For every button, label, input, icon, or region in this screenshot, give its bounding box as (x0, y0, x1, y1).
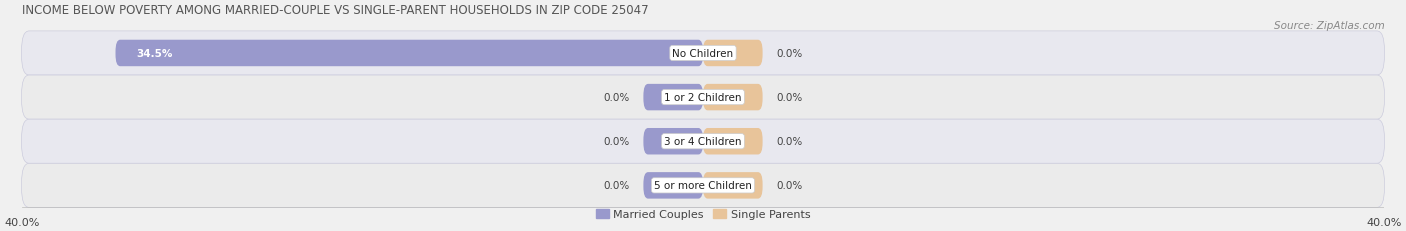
FancyBboxPatch shape (21, 120, 1385, 164)
FancyBboxPatch shape (644, 85, 703, 111)
FancyBboxPatch shape (703, 41, 762, 67)
Text: No Children: No Children (672, 49, 734, 59)
Legend: Married Couples, Single Parents: Married Couples, Single Parents (592, 204, 814, 224)
Text: 0.0%: 0.0% (776, 49, 803, 59)
Text: 5 or more Children: 5 or more Children (654, 181, 752, 191)
Text: 0.0%: 0.0% (776, 137, 803, 147)
FancyBboxPatch shape (21, 32, 1385, 76)
FancyBboxPatch shape (703, 85, 762, 111)
Text: 3 or 4 Children: 3 or 4 Children (664, 137, 742, 147)
FancyBboxPatch shape (115, 41, 703, 67)
Text: 0.0%: 0.0% (776, 181, 803, 191)
Text: 1 or 2 Children: 1 or 2 Children (664, 93, 742, 103)
FancyBboxPatch shape (703, 172, 762, 199)
FancyBboxPatch shape (644, 172, 703, 199)
FancyBboxPatch shape (21, 164, 1385, 207)
FancyBboxPatch shape (703, 128, 762, 155)
Text: 0.0%: 0.0% (776, 93, 803, 103)
Text: Source: ZipAtlas.com: Source: ZipAtlas.com (1274, 21, 1385, 31)
Text: INCOME BELOW POVERTY AMONG MARRIED-COUPLE VS SINGLE-PARENT HOUSEHOLDS IN ZIP COD: INCOME BELOW POVERTY AMONG MARRIED-COUPL… (22, 4, 648, 17)
FancyBboxPatch shape (644, 128, 703, 155)
Text: 0.0%: 0.0% (603, 93, 630, 103)
FancyBboxPatch shape (21, 76, 1385, 120)
Text: 0.0%: 0.0% (603, 181, 630, 191)
Text: 0.0%: 0.0% (603, 137, 630, 147)
Text: 34.5%: 34.5% (136, 49, 173, 59)
